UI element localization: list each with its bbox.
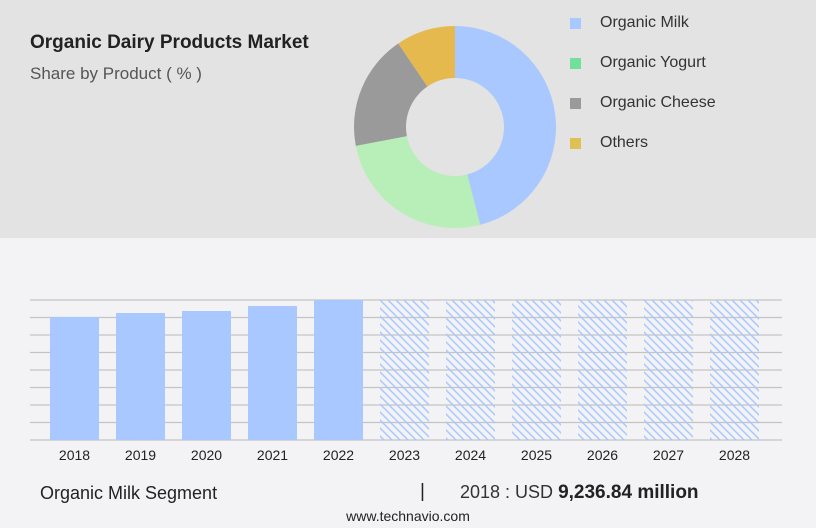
x-tick-label: 2018	[59, 447, 90, 463]
legend-item: Organic Milk	[570, 14, 689, 32]
legend-swatch	[570, 137, 581, 149]
x-tick-label: 2028	[719, 447, 750, 463]
x-tick-label: 2027	[653, 447, 684, 463]
forecast-bar	[578, 300, 627, 440]
donut-slice	[355, 136, 481, 228]
legend-label: Organic Cheese	[600, 94, 716, 111]
legend-swatch	[570, 57, 581, 69]
bar	[116, 312, 165, 440]
x-tick-label: 2026	[587, 447, 618, 463]
legend-swatch	[570, 97, 581, 109]
legend-label: Organic Milk	[600, 14, 689, 31]
legend-label: Others	[600, 134, 649, 151]
forecast-bar	[710, 300, 759, 440]
x-tick-label: 2025	[521, 447, 552, 463]
legend-item: Organic Yogurt	[570, 54, 706, 72]
legend-swatch	[570, 17, 581, 29]
legend-item: Organic Cheese	[570, 94, 716, 112]
segment-value: 2018 : USD 9,236.84 million	[460, 482, 699, 504]
donut-slice	[455, 26, 556, 225]
site-url[interactable]: www.technavio.com	[346, 508, 470, 524]
x-tick-label: 2021	[257, 447, 288, 463]
x-tick-label: 2020	[191, 447, 222, 463]
year-label: 2018 : USD	[460, 482, 554, 502]
x-tick-label: 2024	[455, 447, 486, 463]
donut-slice	[354, 43, 428, 146]
chart-subtitle: Share by Product ( % )	[30, 64, 202, 83]
donut-slice	[398, 26, 455, 87]
segment-label: Organic Milk Segment	[40, 483, 218, 503]
legend-label: Organic Yogurt	[600, 54, 706, 71]
forecast-bar	[446, 300, 495, 440]
x-tick-label: 2022	[323, 447, 354, 463]
legend-item: Others	[570, 134, 648, 152]
value: 9,236.84 million	[558, 482, 699, 503]
x-tick-label: 2019	[125, 447, 156, 463]
bar	[182, 310, 231, 440]
x-tick-label: 2023	[389, 447, 420, 463]
bar	[50, 316, 99, 440]
bar	[248, 306, 297, 440]
separator: |	[420, 481, 425, 502]
forecast-bar	[644, 300, 693, 440]
forecast-bar	[380, 300, 429, 440]
bar	[314, 300, 363, 440]
forecast-bar	[512, 300, 561, 440]
chart-title: Organic Dairy Products Market	[30, 32, 309, 53]
